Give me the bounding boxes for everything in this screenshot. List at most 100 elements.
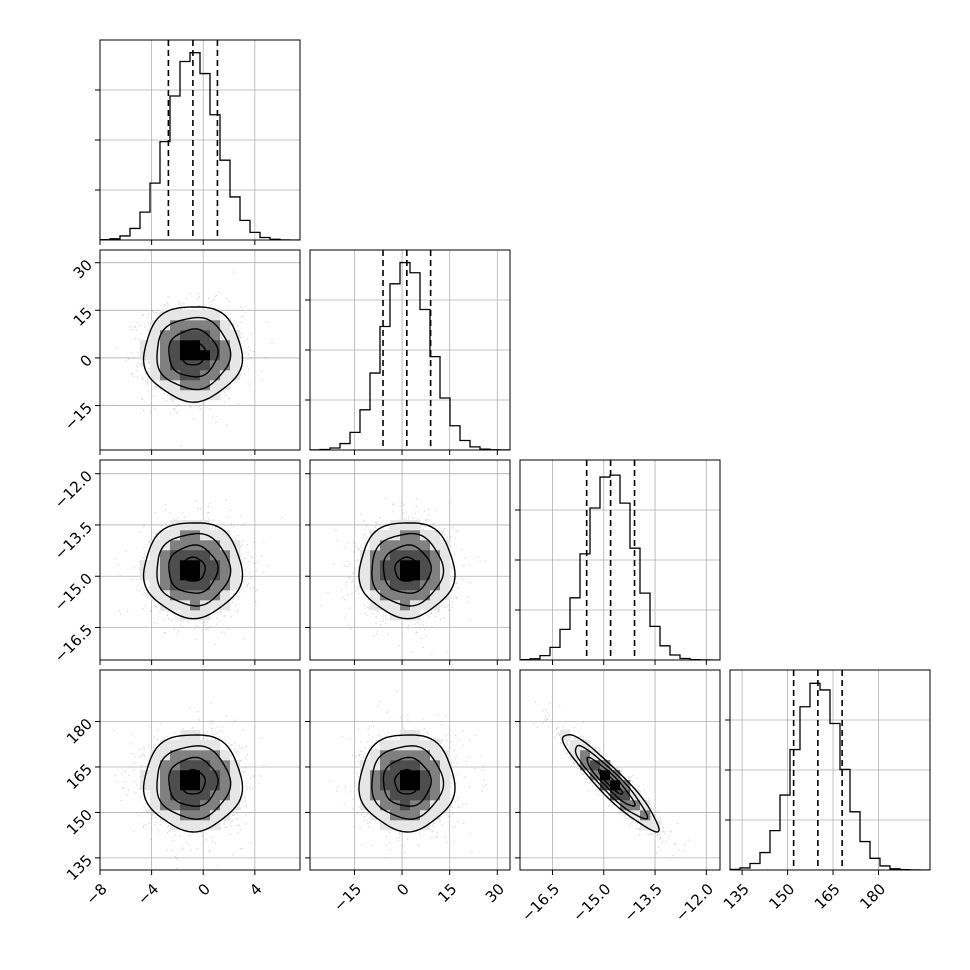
density-bin [170, 570, 181, 581]
density-bin [430, 540, 441, 551]
density-bin [160, 360, 171, 371]
density-bin [150, 320, 161, 331]
panel-p1-p2-frame [309, 459, 511, 661]
density-bin [160, 330, 171, 341]
density-bin [170, 350, 181, 361]
density-bin [180, 600, 191, 611]
scatter-panel-p1-p2 [310, 460, 510, 660]
contour-3 [561, 733, 660, 833]
xtick-label-p0-2: 0 [194, 880, 213, 899]
density-bin [190, 530, 201, 541]
density-bin [410, 610, 421, 621]
density-bin [380, 790, 391, 801]
density-bin [230, 550, 241, 561]
density-bin [190, 780, 201, 791]
density-bin [440, 790, 451, 801]
ytick-label-p2-2: −13.5 [51, 518, 96, 563]
density-bin [150, 360, 161, 371]
density-bin [160, 370, 171, 381]
density-bin [180, 580, 191, 591]
density-bin [160, 810, 171, 821]
density-bin [390, 790, 401, 801]
density-bin [400, 570, 411, 581]
density-bin [370, 530, 381, 541]
density-bin [210, 810, 221, 821]
density-bin [610, 770, 621, 781]
density-bin [200, 740, 211, 751]
density-bin [440, 550, 451, 561]
density-bin [190, 560, 201, 571]
xtick-label-p2-0: −16.5 [518, 880, 563, 925]
ytick-label-p3-2: 165 [63, 760, 96, 793]
density-bin [420, 590, 431, 601]
contour-0 [179, 340, 206, 366]
density-bin [180, 570, 191, 581]
density-bin [360, 580, 371, 591]
density-bin [180, 540, 191, 551]
xtick-label-p3-2: 165 [811, 880, 844, 913]
hist-p0-frame [99, 39, 301, 241]
density-bin [160, 570, 171, 581]
density-bin [230, 370, 241, 381]
density-bin [420, 760, 431, 771]
density-bin [390, 600, 401, 611]
density-bin [410, 580, 421, 591]
xtick-label-p1-1: 0 [393, 880, 412, 899]
density-bin [190, 320, 201, 331]
density-bin [220, 770, 231, 781]
hist-panel-p1 [310, 250, 510, 450]
density-bin [380, 810, 391, 821]
contour-3 [358, 522, 456, 620]
density-bin [180, 520, 191, 531]
contour-1 [168, 756, 219, 807]
density-bin [230, 790, 241, 801]
ytick-label-p3-1: 150 [63, 806, 96, 839]
density-bin [430, 780, 441, 791]
density-bin [160, 760, 171, 771]
density-bin [380, 740, 391, 751]
density-bin [410, 760, 421, 771]
density-bin [440, 570, 451, 581]
density-bin [140, 570, 151, 581]
density-bin [360, 550, 371, 561]
density-bin [220, 530, 231, 541]
density-bin [200, 580, 211, 591]
density-bin [210, 380, 221, 391]
ytick-label-p1-0: −15 [61, 399, 96, 434]
density-bin [370, 550, 381, 561]
panel-p1-p3-frame [309, 669, 511, 871]
xtick-label-p1-3: 30 [482, 880, 508, 906]
density-bin [180, 320, 191, 331]
density-bin [200, 750, 211, 761]
density-bin [410, 560, 421, 571]
panel-p0-p2-frame [99, 459, 301, 661]
density-bin [620, 780, 631, 791]
contour-1 [168, 328, 219, 378]
density-bin [170, 530, 181, 541]
density-bin [440, 760, 451, 771]
density-bin [160, 340, 171, 351]
density-bin [150, 370, 161, 381]
density-bin [640, 820, 651, 831]
density-bin [400, 790, 411, 801]
density-bin [410, 740, 421, 751]
density-bin [440, 540, 451, 551]
density-bin [180, 780, 191, 791]
density-bin [190, 350, 201, 361]
density-bin [190, 600, 201, 611]
density-bin [200, 780, 211, 791]
density-bin [220, 800, 231, 811]
density-bin [150, 770, 161, 781]
contour-2 [156, 745, 232, 820]
density-bin [210, 370, 221, 381]
density-bin [200, 390, 211, 401]
density-bin [170, 820, 181, 831]
density-bin [160, 560, 171, 571]
density-bin [400, 760, 411, 771]
density-bin [370, 810, 381, 821]
density-bin [170, 340, 181, 351]
xtick-label-p0-3: 4 [246, 880, 265, 899]
density-bin [230, 360, 241, 371]
density-bin [360, 570, 371, 581]
density-bin [160, 600, 171, 611]
